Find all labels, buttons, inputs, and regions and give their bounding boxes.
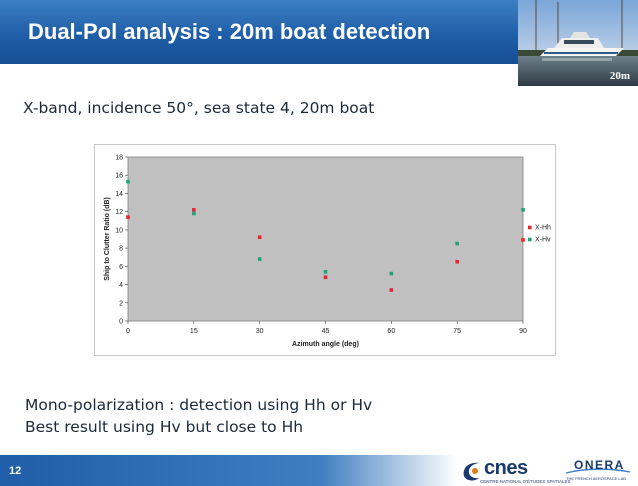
bullet-item: Mono-polarization : detection using Hh o… (25, 396, 373, 414)
data-point (257, 257, 262, 261)
y-tick-label: 14 (115, 191, 123, 198)
boat-photo-image (518, 0, 638, 86)
x-tick-label: 45 (322, 328, 330, 335)
data-point (521, 238, 525, 242)
page-number: 12 (9, 465, 22, 477)
data-point (521, 208, 525, 212)
onera-tagline: THE FRENCH AEROSPACE LAB (566, 476, 626, 481)
cnes-tagline: CENTRE NATIONAL D'ÉTUDES SPATIALES (480, 479, 571, 484)
x-tick-label: 0 (126, 328, 130, 335)
legend-marker (528, 237, 532, 242)
data-point (323, 270, 328, 274)
onera-swoosh-icon (565, 468, 631, 474)
y-tick-label: 16 (115, 173, 123, 180)
slide-title: Dual-Pol analysis : 20m boat detection (28, 19, 431, 44)
bullet-item: Best result using Hv but close to Hh (25, 418, 304, 436)
boat-photo: 20m (518, 0, 638, 86)
x-tick-label: 15 (190, 328, 198, 335)
legend-label: X-Hh (535, 225, 551, 232)
onera-logo: ONERA THE FRENCH AEROSPACE LAB (560, 457, 634, 485)
y-tick-label: 2 (119, 300, 123, 307)
cnes-logo: cnes CENTRE NATIONAL D'ÉTUDES SPATIALES (460, 457, 570, 485)
y-tick-label: 0 (119, 319, 123, 326)
data-point (257, 235, 262, 239)
y-tick-label: 18 (115, 155, 123, 162)
x-tick-label: 30 (256, 328, 264, 335)
data-point (192, 208, 196, 212)
y-tick-label: 8 (119, 246, 123, 253)
x-tick-label: 90 (519, 328, 527, 335)
y-tick-label: 12 (115, 209, 123, 216)
chart-container: 0 2 4 6 8 10 12 14 16 18 0 15 30 45 60 75 90 Azimuth angl… (94, 144, 556, 356)
data-point (389, 288, 394, 292)
data-point (455, 241, 459, 246)
scatter-chart: 0 2 4 6 8 10 12 14 16 18 0 15 30 45 60 75 90 Azimuth angl… (104, 155, 551, 349)
data-point (323, 275, 328, 280)
photo-caption: 20m (609, 70, 630, 82)
legend-label: X-Hv (535, 237, 551, 244)
data-point (455, 259, 459, 264)
data-point (126, 179, 130, 184)
footer: 12 cnes CENTRE NATIONAL D'ÉTUDES SPATIAL… (0, 455, 638, 486)
x-tick-label: 60 (387, 328, 395, 335)
cnes-swirl-icon (463, 462, 480, 481)
legend-marker (528, 225, 532, 230)
plot-area (127, 156, 524, 322)
onera-wordmark: ONERA (574, 458, 625, 472)
y-axis-label: Ship to Clutter Ratio (dB) (104, 197, 111, 281)
bullet-list: Mono-polarization : detection using Hh o… (25, 394, 372, 438)
footer-band: 12 (0, 455, 458, 486)
y-tick-label: 10 (115, 227, 123, 234)
cnes-wordmark: cnes (484, 457, 528, 479)
data-point (126, 215, 130, 219)
data-point (192, 211, 196, 216)
x-tick-label: 75 (453, 328, 461, 335)
y-tick-label: 4 (119, 282, 123, 289)
slide-subtitle: X-band, incidence 50°, sea state 4, 20m … (23, 99, 375, 117)
x-axis-label: Azimuth angle (deg) (292, 341, 359, 348)
data-point (389, 271, 394, 276)
y-tick-label: 6 (119, 264, 123, 271)
